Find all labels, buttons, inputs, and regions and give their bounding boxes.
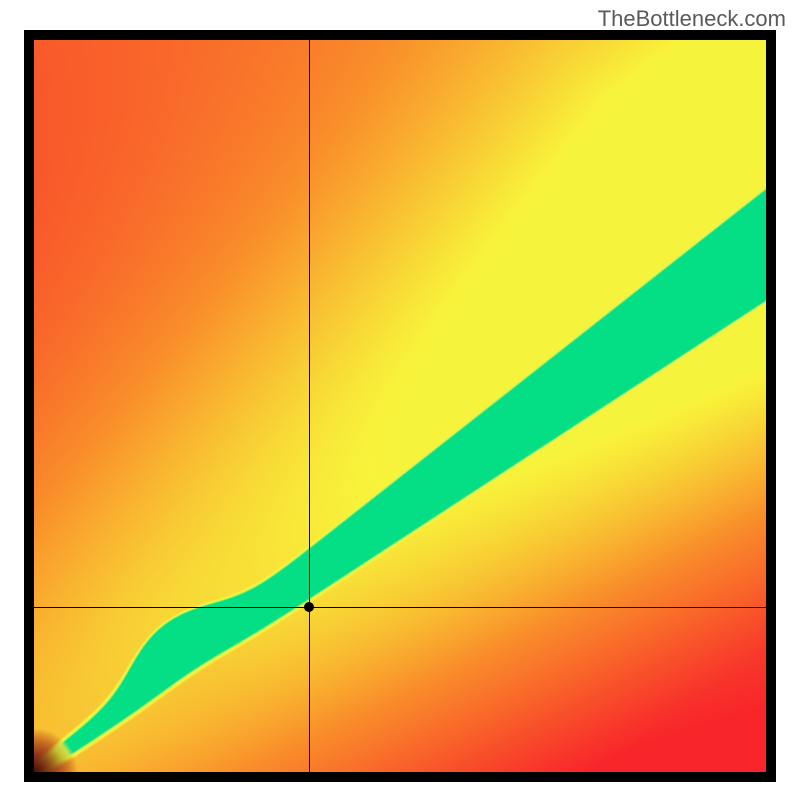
plot-frame [24,30,776,782]
watermark-text: TheBottleneck.com [598,6,786,32]
bottleneck-heatmap [34,40,766,772]
crosshair-horizontal [34,607,766,608]
crosshair-marker [304,602,314,612]
crosshair-vertical [309,40,310,772]
